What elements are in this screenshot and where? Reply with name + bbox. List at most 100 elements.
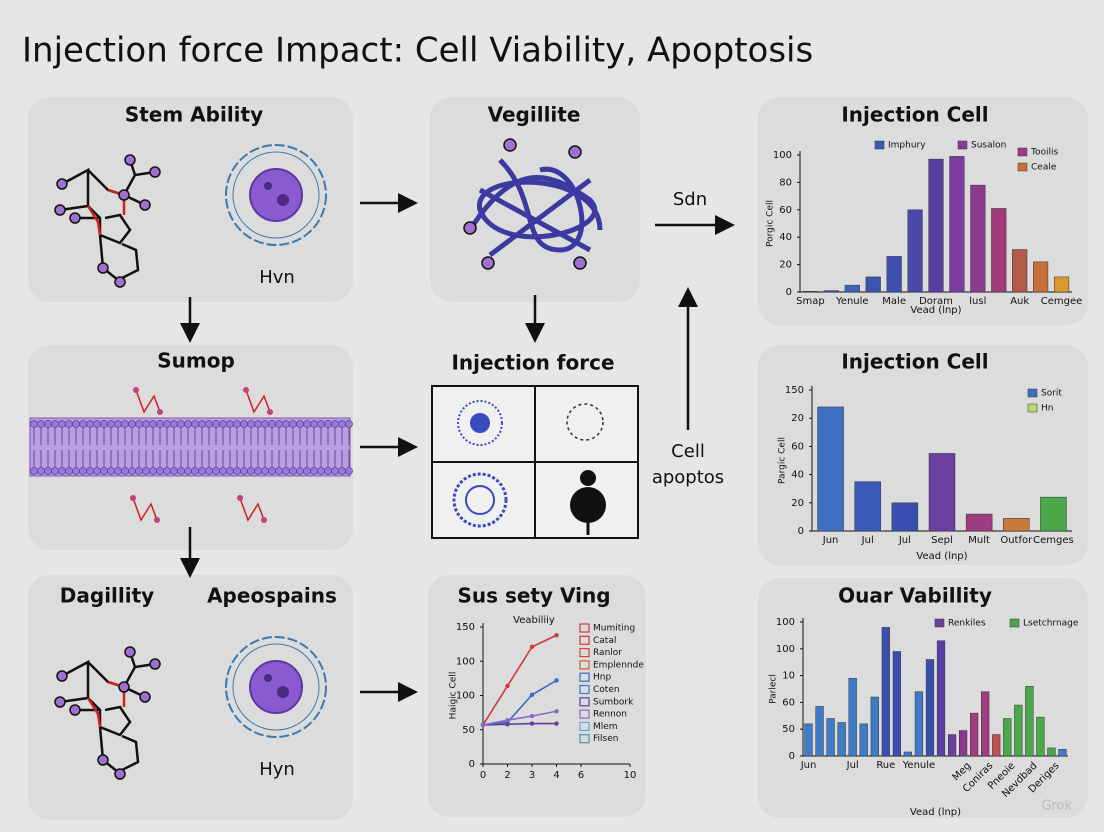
arrow-label: apoptos (652, 467, 724, 488)
x-tick-label: 6 (578, 770, 584, 781)
legend-swatch (579, 635, 590, 645)
x-tick-label: lusl (969, 296, 986, 307)
bar (907, 209, 923, 293)
x-tick-label: Jun (800, 760, 817, 771)
lipid-head (51, 467, 59, 475)
lipid-head (205, 420, 213, 428)
bar (870, 696, 879, 757)
lipid-head (261, 467, 269, 475)
legend-swatch (957, 140, 968, 150)
lipid-head (184, 420, 192, 428)
lipid-head (107, 467, 115, 475)
lipid-head (268, 420, 276, 428)
legend-swatch (934, 618, 945, 628)
panel-title: Sumop (157, 349, 235, 373)
bar (928, 158, 944, 293)
lipid-head (303, 420, 311, 428)
x-axis-label: Vead (lnp) (910, 305, 961, 316)
lipid-head (93, 467, 101, 475)
bar (823, 290, 839, 293)
point (529, 721, 535, 726)
point (554, 709, 559, 714)
lipid-head (121, 467, 129, 475)
y-tick-label: 100 (456, 691, 475, 702)
lipid-head (114, 467, 122, 475)
lipid-head (240, 420, 248, 428)
lipid-head (191, 420, 199, 428)
legend-label: Sorit (1041, 389, 1062, 399)
lipid-head (128, 420, 136, 428)
arrow-label: Sdn (673, 189, 707, 210)
bar (1033, 261, 1049, 293)
bar (1036, 716, 1045, 757)
y-tick-label: 60 (791, 441, 804, 452)
y-tick-label: 0 (798, 526, 804, 537)
y-axis-label: Haigic Cell (449, 672, 459, 720)
lipid-head (86, 467, 94, 475)
lipid-head (268, 467, 276, 475)
x-tick-label: Yenule (835, 296, 869, 307)
y-tick-label: 20 (779, 260, 792, 271)
protein (135, 389, 161, 414)
lipid-head (324, 467, 332, 475)
bar (1003, 718, 1012, 757)
lipid-head (212, 420, 220, 428)
bar (1053, 276, 1070, 293)
lipid-head (163, 467, 171, 475)
legend-swatch (1017, 162, 1028, 172)
legend-label: Tooilis (1030, 148, 1058, 158)
legend-label: Catal (593, 636, 616, 646)
bar (1040, 496, 1067, 532)
bar (886, 256, 902, 293)
legend-label: Filsen (593, 734, 618, 744)
lipid-head (296, 420, 304, 428)
lipid-head (198, 420, 206, 428)
lipid-head (170, 420, 178, 428)
y-tick-label: 100 (773, 150, 792, 161)
lipid-head (100, 420, 108, 428)
x-tick-label: Yenule (902, 760, 936, 771)
lipid-head (303, 467, 311, 475)
y-tick-label: 100 (456, 656, 475, 667)
y-tick-label: 0 (786, 287, 792, 298)
lipid-head (254, 420, 262, 428)
legend-swatch (579, 697, 590, 707)
panel-title: Dagillity (60, 584, 154, 608)
bar (914, 691, 924, 757)
x-axis-label: Vead (lnp) (916, 551, 967, 562)
chart-title: Ouar Vabillity (838, 584, 992, 608)
lipid-head (135, 467, 143, 475)
lipid-head (79, 467, 87, 475)
legend-swatch (579, 623, 590, 633)
series-line (482, 710, 557, 726)
lipid-head (212, 467, 220, 475)
bar (881, 627, 890, 757)
x-tick-label: Jul (846, 760, 859, 771)
bar (859, 723, 868, 757)
protein-end (157, 409, 163, 415)
lipid-head (107, 420, 115, 428)
arrows (180, 193, 735, 702)
legend-label: Susalon (971, 141, 1006, 151)
panel-title: Apeospains (207, 584, 337, 608)
bar (970, 184, 986, 293)
arrow-label: Cell (671, 441, 705, 462)
lipid-head (289, 420, 297, 428)
legend-label: Hnp (593, 673, 611, 683)
chart-title: Injection Cell (841, 350, 988, 374)
x-tick-label: Jun (822, 535, 839, 546)
x-tick-label: Sepl (931, 535, 953, 546)
x-axis-label: Vead (lnp) (910, 807, 961, 818)
lipid-head (191, 467, 199, 475)
lipid-head (156, 467, 164, 475)
lipid-head (324, 420, 332, 428)
x-tick-label: 10 (624, 770, 637, 781)
legend-swatch (1027, 388, 1038, 398)
x-tick-label: Cemgee (1041, 296, 1083, 307)
bar (817, 406, 844, 532)
lipid-head (247, 420, 255, 428)
y-tick-label: 80 (779, 177, 792, 188)
lipid-head (345, 467, 353, 475)
x-tick-label: Smap (796, 296, 825, 307)
y-tick-label: 0 (469, 759, 475, 770)
